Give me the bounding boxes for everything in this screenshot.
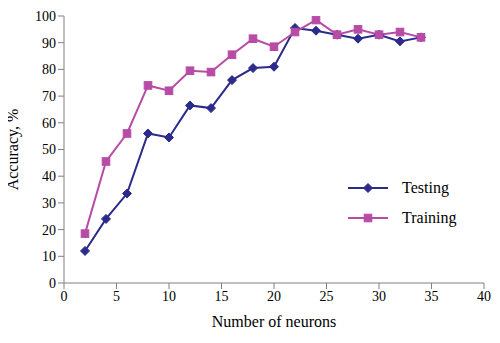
svg-text:70: 70 — [42, 89, 56, 104]
svg-text:0: 0 — [49, 276, 56, 291]
svg-text:5: 5 — [113, 289, 120, 304]
svg-text:35: 35 — [425, 289, 439, 304]
svg-text:Number of neurons: Number of neurons — [212, 313, 336, 330]
html-text:Training: Training — [402, 209, 457, 226]
svg-text:Accuracy, %: Accuracy, % — [8, 109, 22, 191]
svg-text:30: 30 — [42, 196, 56, 211]
svg-text:50: 50 — [42, 142, 56, 157]
svg-text:90: 90 — [42, 36, 56, 51]
svg-text:10: 10 — [42, 249, 56, 264]
svg-text:0: 0 — [61, 289, 68, 304]
html-text:Testing: Testing — [402, 179, 449, 196]
svg-text:20: 20 — [42, 223, 56, 238]
svg-text:25: 25 — [320, 289, 334, 304]
svg-text:30: 30 — [372, 289, 386, 304]
svg-text:20: 20 — [267, 289, 281, 304]
svg-text:40: 40 — [42, 169, 56, 184]
svg-text:80: 80 — [42, 62, 56, 77]
svg-text:15: 15 — [215, 289, 229, 304]
svg-text:100: 100 — [35, 9, 56, 24]
svg-text:60: 60 — [42, 116, 56, 131]
svg-text:40: 40 — [477, 289, 491, 304]
svg-text:10: 10 — [162, 289, 176, 304]
